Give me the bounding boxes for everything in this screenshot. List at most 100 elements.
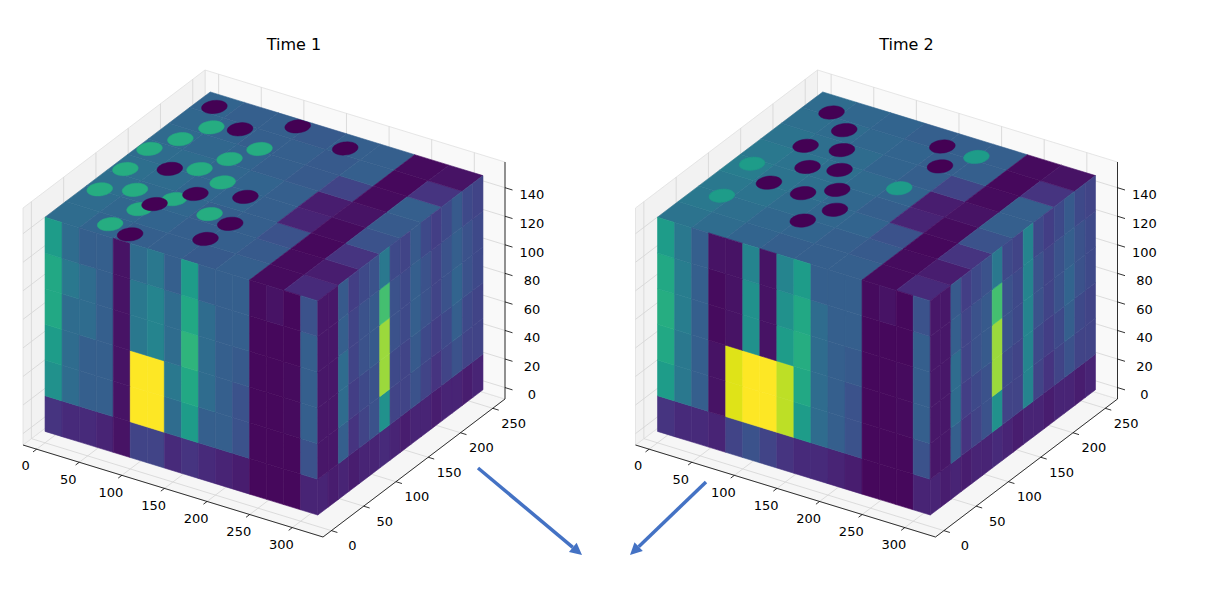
voxel-cell xyxy=(879,464,896,505)
voxel-cell xyxy=(411,223,421,267)
voxel-cell xyxy=(181,438,198,479)
voxel-cell xyxy=(284,326,301,367)
x-tick-label: 250 xyxy=(226,524,251,539)
voxel-cell xyxy=(267,392,284,433)
voxel-cell xyxy=(760,391,777,432)
voxel-cell xyxy=(147,249,164,290)
voxel-cell xyxy=(452,191,462,235)
voxel-cell xyxy=(233,418,250,459)
tick xyxy=(1118,359,1126,361)
arrow-head xyxy=(630,542,643,555)
voxel-cell xyxy=(79,335,96,376)
z-tick-label: 40 xyxy=(1136,330,1153,345)
voxel-cell xyxy=(349,270,359,314)
tick xyxy=(505,388,513,390)
x-tick-label: 50 xyxy=(60,472,77,487)
voxel-cell xyxy=(743,350,760,391)
tick xyxy=(1073,433,1079,435)
voxel-cell xyxy=(913,331,930,372)
voxel-cell xyxy=(79,228,96,269)
grid-line xyxy=(777,113,959,488)
voxel-cell xyxy=(743,315,760,356)
y-tick-label: 100 xyxy=(405,489,430,504)
voxel-cell xyxy=(828,448,845,489)
voxel-cell xyxy=(675,365,692,406)
spot xyxy=(824,183,850,196)
spot xyxy=(829,143,855,156)
voxel-cell xyxy=(62,330,79,371)
y-tick-label: 250 xyxy=(1114,416,1139,431)
voxel-cell xyxy=(845,418,862,459)
tick xyxy=(396,482,402,484)
voxel-cell xyxy=(658,289,675,330)
panel: Time 10501001502002503000501001502002500… xyxy=(22,35,545,554)
tick xyxy=(859,515,863,518)
voxel-cell xyxy=(743,422,760,463)
voxel-cell xyxy=(743,243,760,284)
voxel-cell xyxy=(215,341,232,382)
voxel-cell xyxy=(658,217,675,258)
voxel-cell xyxy=(794,259,811,300)
voxel-cell xyxy=(845,310,862,351)
voxel-cell xyxy=(794,402,811,443)
voxel-cell xyxy=(879,357,896,398)
voxel-cell xyxy=(164,325,181,366)
voxel-cell xyxy=(658,360,675,401)
voxel-cell xyxy=(828,341,845,382)
spot xyxy=(227,123,253,136)
voxel-cell xyxy=(941,285,951,329)
tick xyxy=(816,501,820,504)
voxel-cell xyxy=(250,351,267,392)
grid-line xyxy=(160,104,460,433)
voxel-cell xyxy=(913,438,930,479)
z-axis-line xyxy=(505,162,506,399)
spot xyxy=(927,160,953,173)
pane-floor xyxy=(636,307,1118,537)
grid-line xyxy=(708,153,1008,482)
voxel-cell xyxy=(675,258,692,299)
title: Time 1 xyxy=(266,35,321,54)
voxel-cell xyxy=(45,253,62,294)
voxel-cell xyxy=(862,458,879,499)
y-tick-label: 200 xyxy=(469,440,494,455)
volume xyxy=(658,92,1096,515)
x-axis-line xyxy=(23,445,323,537)
voxel-cell xyxy=(726,381,743,422)
x-tick-label: 50 xyxy=(673,472,690,487)
tick xyxy=(505,330,513,332)
voxel-cell xyxy=(181,295,198,336)
voxel-cell xyxy=(692,406,709,447)
voxel-cell xyxy=(164,254,181,295)
y-tick-label: 100 xyxy=(1017,489,1042,504)
panes xyxy=(23,70,505,537)
tick xyxy=(33,449,37,452)
voxel-cell xyxy=(675,222,692,263)
z-tick-label: 20 xyxy=(524,359,541,374)
spot xyxy=(117,228,143,241)
voxel-cell xyxy=(96,233,113,274)
spot xyxy=(964,150,990,163)
voxel-cell xyxy=(267,285,284,326)
pane-floor xyxy=(23,307,505,537)
voxel-cell xyxy=(828,270,845,311)
z-axis-line xyxy=(1117,162,1118,399)
tick xyxy=(688,462,692,465)
spot xyxy=(199,121,225,134)
x-tick-label: 300 xyxy=(881,537,906,552)
spot xyxy=(142,197,168,210)
tick xyxy=(246,515,250,518)
spot xyxy=(886,182,912,195)
voxel-cell xyxy=(79,299,96,340)
grid-line xyxy=(805,79,1105,408)
voxel-cell xyxy=(862,387,879,428)
y-axis-line xyxy=(323,399,505,537)
spot xyxy=(187,162,213,175)
voxel-cell xyxy=(462,183,472,227)
tick xyxy=(505,245,513,247)
tick xyxy=(731,475,735,478)
voxel-cell xyxy=(1013,230,1023,274)
x-tick-label: 250 xyxy=(839,524,864,539)
voxel-cell xyxy=(380,246,390,290)
tick xyxy=(505,216,513,218)
voxel-cell xyxy=(726,310,743,351)
